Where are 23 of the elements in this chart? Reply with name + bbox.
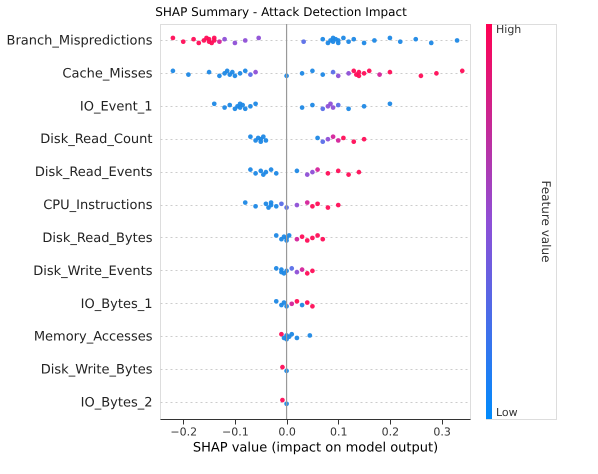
y-tick-label: Disk_Write_Events [33,264,153,279]
x-tick-label: −0.1 [222,426,249,438]
text: Low [496,406,518,419]
y-tick-label: IO_Bytes_1 [80,296,152,312]
x-tick-label: 0.2 [382,426,400,438]
y-tick-label: Disk_Read_Bytes [42,230,153,246]
y-tick-label: IO_Bytes_2 [80,396,152,411]
y-tick-label: Disk_Read_Count [40,132,152,148]
x-tick-label: −0.2 [170,426,198,438]
text: High [496,23,522,36]
y-tick-label: Cache_Misses [62,66,153,82]
y-tick-label: CPU_Instructions [43,198,153,214]
x-axis-title: SHAP value (impact on model output) [192,440,438,456]
x-tick-label: 0.3 [433,426,451,438]
y-tick-label: IO_Event_1 [80,99,152,114]
x-tick-label: 0.0 [278,426,296,438]
y-tick-label: Branch_Mispredictions [6,33,153,48]
y-tick-label: Disk_Read_Events [34,165,153,180]
y-tick-label: Disk_Write_Bytes [40,362,153,378]
y-tick-label: Memory_Accesses [34,330,153,345]
chart-title: SHAP Summary - Attack Detection Impact [155,4,408,19]
x-tick-label: 0.1 [330,426,348,438]
color-bar-title: Feature value [539,180,553,262]
